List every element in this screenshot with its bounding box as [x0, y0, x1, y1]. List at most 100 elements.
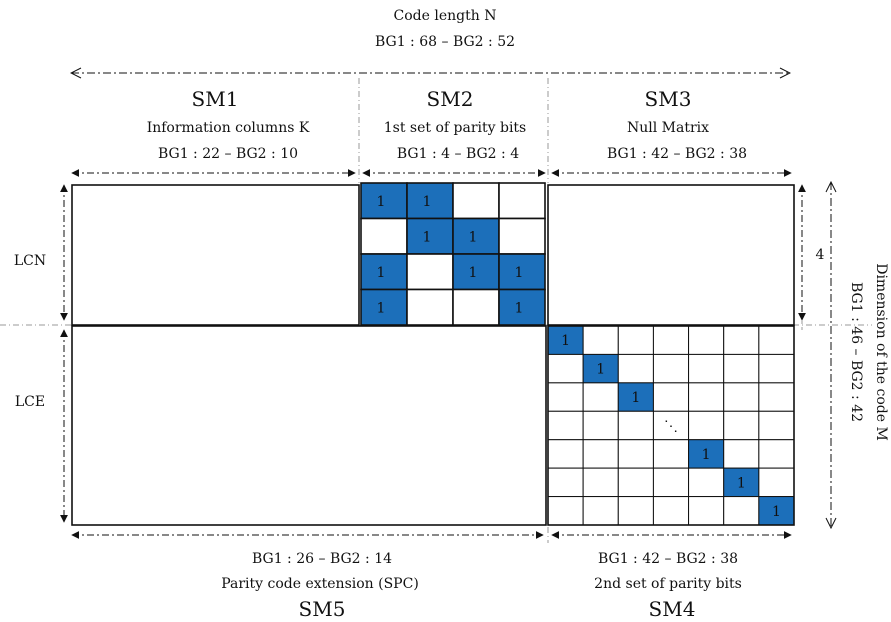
sm4-cell: [582, 410, 619, 441]
sm4-cell-value: 1: [561, 333, 570, 349]
sm4-matrix: 1 1 1 1 1 1 ⋱: [547, 325, 795, 526]
sm3-value: BG1 : 42 – BG2 : 38: [607, 146, 747, 162]
sm4-cell: [652, 382, 690, 412]
sm4-cell: [723, 410, 760, 441]
sm2-cell-value: 1: [515, 300, 524, 316]
sm4-cell-value: 1: [702, 447, 711, 463]
code-length-title: Code length N: [394, 8, 497, 24]
sm4-cell: [723, 496, 760, 526]
sm4-cell: [688, 467, 725, 498]
sm3-label: SM3: [645, 87, 692, 111]
sm4-label: SM4: [649, 597, 696, 621]
sm2-cell: [406, 253, 454, 291]
sm2-cell: [360, 182, 408, 220]
sm4-cell: [723, 325, 760, 355]
sm4-desc: 2nd set of parity bits: [594, 576, 742, 592]
sm2-cell-value: 1: [423, 194, 432, 210]
sm4-cell: [617, 496, 654, 526]
sm4-cell: [547, 353, 584, 384]
code-dimension-value: BG1 : 46 – BG2 : 42: [848, 282, 864, 422]
sm4-cell: [688, 410, 725, 441]
sm2-cell-value: 1: [423, 229, 432, 245]
sm4-cell-value: 1: [631, 390, 640, 406]
sm4-cell: [758, 382, 795, 412]
sm2-desc: 1st set of parity bits: [384, 120, 527, 136]
sm4-cell: [652, 325, 690, 355]
sm4-cell: [582, 467, 619, 498]
sm4-cell: [582, 496, 619, 526]
sm4-cell: [547, 439, 584, 469]
sm1-label: SM1: [192, 87, 239, 111]
sm4-cell: [617, 325, 654, 355]
sm5-desc: Parity code extension (SPC): [221, 576, 419, 592]
sm2-matrix: 1 1 1 1 1 1 1 1 1: [360, 182, 546, 326]
sm2-cell-value: 1: [377, 265, 386, 281]
sm4-cell: [723, 353, 760, 384]
sm4-cell: [547, 467, 584, 498]
sm4-cell: [688, 439, 725, 469]
sm4-cell: [723, 382, 760, 412]
sm4-cell: [582, 353, 619, 384]
sm4-cell: [688, 496, 725, 526]
sm2-cell: [360, 217, 408, 255]
sm4-cell: [758, 496, 795, 526]
sm4-cell: [758, 467, 795, 498]
sm4-cell: [723, 467, 760, 498]
sm4-cell: [617, 353, 654, 384]
lcn-label: LCN: [14, 253, 46, 269]
sm3-desc: Null Matrix: [627, 120, 709, 136]
sm4-cell: [617, 410, 654, 441]
sm4-cell: [652, 496, 690, 526]
sm4-cell: [758, 353, 795, 384]
sm2-cell-value: 1: [377, 300, 386, 316]
sm4-cell: [723, 439, 760, 469]
sm5-matrix: [71, 325, 547, 526]
sm4-cell: [758, 439, 795, 469]
sm4-cell: [758, 410, 795, 441]
sm4-cell: [688, 382, 725, 412]
code-dimension-title: Dimension of the code M: [873, 263, 889, 441]
sm4-cell: [758, 325, 795, 355]
sm2-cell: [498, 253, 546, 291]
sm4-cell: [582, 439, 619, 469]
sm4-cell: [617, 467, 654, 498]
sm2-cell-value: 1: [515, 265, 524, 281]
sm1-matrix: [71, 184, 360, 326]
sm4-cell: [652, 410, 690, 441]
sm4-cell: [617, 382, 654, 412]
four-label: 4: [816, 247, 825, 263]
sm4-cell: [688, 353, 725, 384]
sm2-cell: [406, 182, 454, 220]
sm4-cell: [547, 410, 584, 441]
sm5-label: SM5: [299, 597, 346, 621]
sm2-value: BG1 : 4 – BG2 : 4: [397, 146, 519, 162]
sm2-cell: [406, 288, 454, 326]
sm4-cell: [652, 353, 690, 384]
sm4-cell: [547, 382, 584, 412]
sm2-cell-value: 1: [377, 194, 386, 210]
sm4-ellipsis: ⋱: [664, 419, 678, 435]
sm4-cell: [547, 496, 584, 526]
sm2-label: SM2: [427, 87, 474, 111]
sm1-value: BG1 : 22 – BG2 : 10: [158, 146, 298, 162]
sm1-desc: Information columns K: [147, 120, 310, 136]
sm4-cell: [617, 439, 654, 469]
sm4-cell-value: 1: [772, 504, 781, 520]
code-length-value: BG1 : 68 – BG2 : 52: [375, 34, 515, 50]
lce-label: LCE: [15, 394, 45, 410]
sm2-cell: [498, 217, 546, 255]
sm4-cell: [582, 382, 619, 412]
sm4-cell: [652, 439, 690, 469]
sm4-cell: [582, 325, 619, 355]
sm4-border: [547, 325, 795, 526]
sm4-cell: [652, 467, 690, 498]
sm2-cell: [498, 288, 546, 326]
sm4-cell-value: 1: [596, 362, 605, 378]
sm5-value: BG1 : 26 – BG2 : 14: [252, 551, 392, 567]
sm4-cell-value: 1: [737, 475, 746, 491]
sm2-cell-value: 1: [469, 229, 478, 245]
sm3-matrix: [547, 184, 795, 326]
sm2-cell-value: 1: [469, 265, 478, 281]
sm2-cell: [452, 182, 500, 220]
